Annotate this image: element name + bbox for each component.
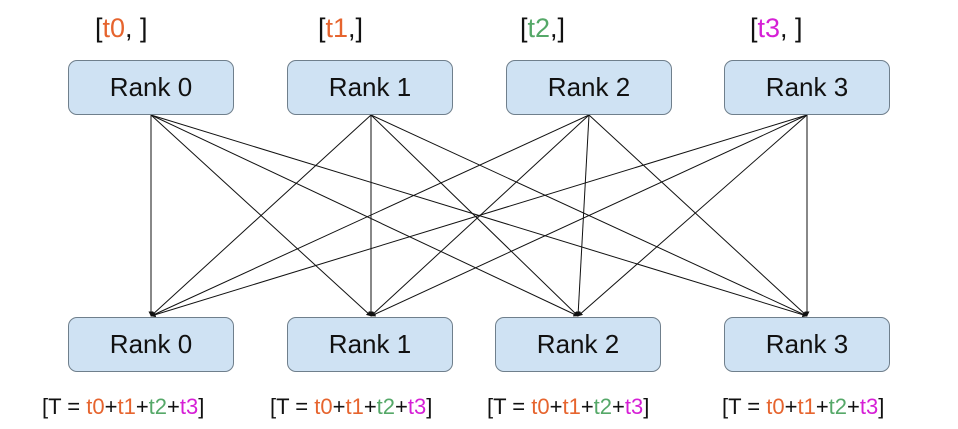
top-label-bracket: [ [318, 13, 326, 43]
rank-box-label: Rank 0 [109, 72, 193, 102]
edge-rank-0-to-rank-2 [150, 114, 579, 317]
edge-rank-3-to-rank-0 [150, 114, 808, 318]
result-t2: t2 [593, 394, 613, 419]
top-label-tail: , ] [780, 13, 803, 43]
result-plus: + [332, 394, 346, 419]
result-plus: + [363, 394, 377, 419]
top-label-rank-0: [t0, ] [95, 15, 148, 42]
bottom-rank-0-box: Rank 0 [68, 317, 234, 372]
top-label-tail: ,] [550, 13, 566, 43]
result-suffix: ] [643, 394, 650, 419]
top-rank-3-box: Rank 3 [724, 60, 890, 115]
result-plus: + [847, 394, 860, 419]
result-t1: t1 [797, 394, 816, 419]
bottom-rank-1-box: Rank 1 [287, 317, 453, 372]
edge-rank-3-to-rank-1 [370, 114, 808, 317]
result-suffix: ] [426, 394, 433, 419]
result-t1: t1 [117, 394, 136, 419]
result-prefix: [T = [722, 394, 767, 419]
result-t2: t2 [148, 394, 168, 419]
top-rank-2-box: Rank 2 [506, 60, 672, 115]
result-plus: + [784, 394, 798, 419]
result-label-rank-2: [T = t0+t1+t2+t3] [487, 396, 649, 418]
result-plus: + [549, 394, 563, 419]
bottom-rank-3-box: Rank 3 [724, 317, 890, 372]
top-label-bracket: [ [95, 13, 103, 43]
bottom-rank-2-box: Rank 2 [495, 317, 661, 372]
result-plus: + [135, 394, 149, 419]
top-label-tensor: t2 [527, 13, 551, 43]
rank-box-label: Rank 3 [765, 72, 849, 102]
edge-rank-2-to-rank-2 [575, 114, 590, 317]
result-suffix: ] [198, 394, 205, 419]
top-label-rank-2: [t2,] [520, 15, 565, 42]
top-label-tensor: t3 [757, 13, 781, 43]
result-plus: + [612, 394, 625, 419]
edge-rank-3-to-rank-2 [577, 114, 808, 317]
top-label-rank-3: [t3, ] [750, 15, 803, 42]
result-plus: + [815, 394, 829, 419]
result-label-rank-3: [T = t0+t1+t2+t3] [722, 396, 884, 418]
result-label-rank-0: [T = t0+t1+t2+t3] [42, 396, 204, 418]
result-t3: t3 [624, 394, 644, 419]
edge-rank-1-to-rank-0 [150, 114, 372, 317]
result-t1: t1 [345, 394, 364, 419]
top-label-bracket: [ [750, 13, 758, 43]
top-label-rank-1: [t1,] [318, 15, 363, 42]
rank-box-label: Rank 1 [328, 72, 412, 102]
result-t2: t2 [376, 394, 396, 419]
result-plus: + [104, 394, 118, 419]
top-label-tail: ,] [348, 13, 364, 43]
result-t3: t3 [859, 394, 879, 419]
top-label-tensor: t1 [325, 13, 349, 43]
edges-group [148, 114, 810, 318]
result-plus: + [167, 394, 180, 419]
result-t3: t3 [179, 394, 199, 419]
result-prefix: [T = [42, 394, 87, 419]
rank-box-label: Rank 1 [328, 329, 412, 359]
result-prefix: [T = [487, 394, 532, 419]
edge-rank-2-to-rank-3 [588, 114, 808, 317]
result-t3: t3 [407, 394, 427, 419]
result-suffix: ] [878, 394, 885, 419]
result-t1: t1 [562, 394, 581, 419]
result-plus: + [395, 394, 408, 419]
rank-box-label: Rank 2 [547, 72, 631, 102]
top-rank-0-box: Rank 0 [68, 60, 234, 115]
result-plus: + [580, 394, 594, 419]
result-t0: t0 [86, 394, 105, 419]
result-label-rank-1: [T = t0+t1+t2+t3] [270, 396, 432, 418]
result-prefix: [T = [270, 394, 315, 419]
top-label-bracket: [ [520, 13, 528, 43]
result-t2: t2 [828, 394, 848, 419]
result-t0: t0 [766, 394, 785, 419]
top-label-tensor: t0 [102, 13, 126, 43]
top-label-tail: , ] [125, 13, 148, 43]
rank-box-label: Rank 0 [109, 329, 193, 359]
edge-rank-2-to-rank-0 [150, 114, 590, 317]
result-t0: t0 [314, 394, 333, 419]
result-t0: t0 [531, 394, 550, 419]
top-rank-1-box: Rank 1 [287, 60, 453, 115]
edge-rank-1-to-rank-2 [370, 114, 579, 317]
rank-box-label: Rank 3 [765, 329, 849, 359]
rank-box-label: Rank 2 [536, 329, 620, 359]
